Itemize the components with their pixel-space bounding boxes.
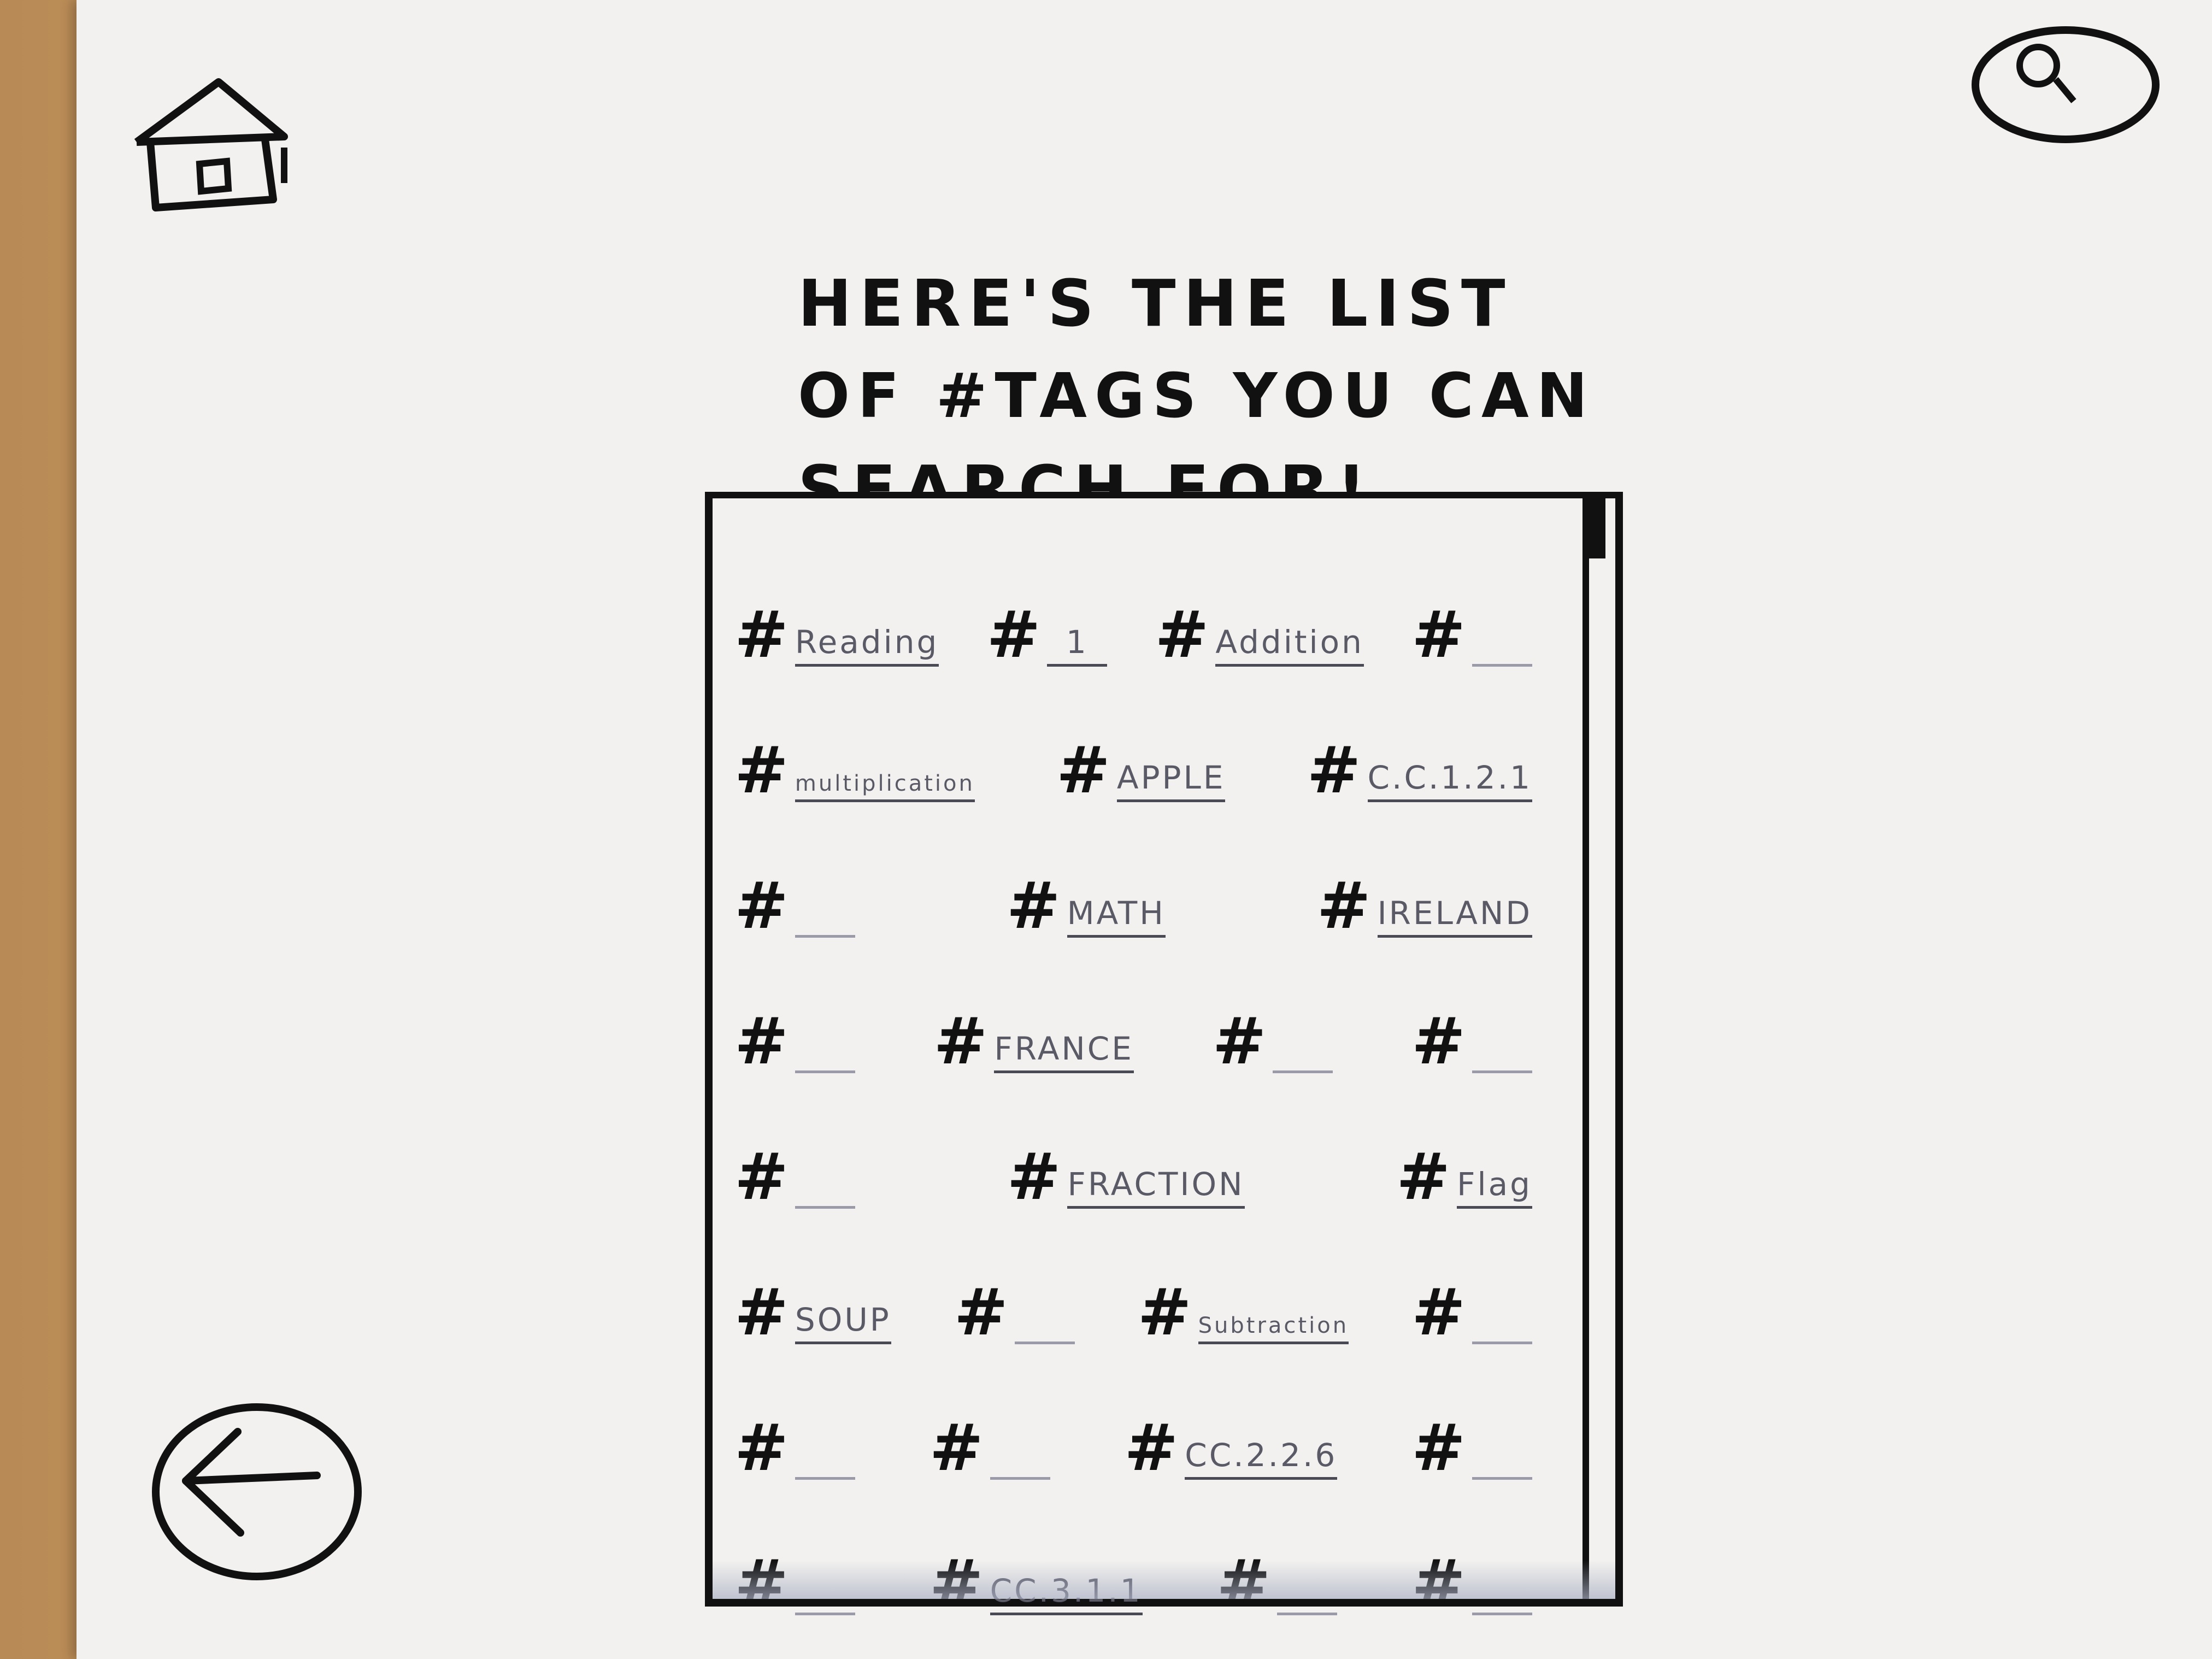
tag-label: APPLE bbox=[1116, 759, 1226, 802]
tag-item[interactable]: # C.C.1.2.1 bbox=[1307, 738, 1532, 802]
tag-label: Flag bbox=[1457, 1166, 1532, 1209]
tag-row: # # MATH # IRELAND bbox=[734, 802, 1598, 938]
hash-symbol: # bbox=[1007, 1139, 1061, 1214]
tag-item[interactable]: # bbox=[1411, 602, 1532, 667]
tag-label: Subtraction bbox=[1198, 1313, 1349, 1344]
tag-item[interactable]: # Flag bbox=[1396, 1144, 1532, 1209]
hash-symbol: # bbox=[734, 1139, 789, 1214]
tag-label bbox=[1472, 1572, 1532, 1615]
tag-item[interactable]: # bbox=[954, 1280, 1075, 1344]
hash-symbol: # bbox=[734, 732, 789, 808]
search-icon[interactable] bbox=[1962, 22, 2169, 153]
hash-symbol: # bbox=[933, 1003, 988, 1079]
hash-symbol: # bbox=[734, 597, 789, 672]
hash-symbol: # bbox=[1307, 732, 1361, 808]
heading-line-2: Of #Tags You Can bbox=[798, 361, 1596, 432]
tag-list[interactable]: # Reading #1 # Addition # # multiplication # APP… bbox=[705, 492, 1623, 1615]
tag-label bbox=[1472, 1301, 1532, 1344]
tag-item[interactable]: # FRANCE bbox=[934, 1009, 1134, 1073]
hash-symbol: # bbox=[1411, 597, 1466, 672]
tag-item[interactable]: # Reading bbox=[734, 602, 939, 667]
tag-label: CC.2.2.6 bbox=[1185, 1437, 1338, 1480]
tag-label bbox=[1472, 1030, 1532, 1073]
tag-item[interactable]: # FRACTION bbox=[1007, 1144, 1245, 1209]
tag-label bbox=[990, 1437, 1050, 1480]
tag-label bbox=[795, 1030, 855, 1073]
hash-symbol: # bbox=[1124, 1410, 1179, 1485]
hash-symbol: # bbox=[1316, 868, 1371, 943]
hash-symbol: # bbox=[1411, 1003, 1466, 1079]
tag-label: multiplication bbox=[795, 771, 975, 802]
tag-row: # multiplication # APPLE # C.C.1.2.1 bbox=[734, 667, 1598, 802]
tag-item[interactable]: # SOUP bbox=[734, 1280, 891, 1344]
hash-symbol: # bbox=[734, 868, 789, 943]
hash-symbol: # bbox=[1056, 732, 1110, 808]
tag-item[interactable]: # bbox=[1411, 1009, 1532, 1073]
tag-item[interactable]: # bbox=[734, 1415, 855, 1480]
tag-label bbox=[1014, 1301, 1075, 1344]
tag-label bbox=[1277, 1572, 1338, 1615]
tag-item[interactable]: # Addition bbox=[1155, 602, 1364, 667]
tag-row: # # FRANCE # # bbox=[734, 938, 1598, 1073]
tag-item[interactable]: #1 bbox=[986, 597, 1108, 672]
hash-symbol: # bbox=[734, 1003, 789, 1079]
hash-symbol: # bbox=[734, 1410, 789, 1485]
tag-label bbox=[1273, 1030, 1333, 1073]
tag-item[interactable]: # Subtraction bbox=[1138, 1280, 1349, 1344]
back-arrow-icon[interactable] bbox=[148, 1399, 366, 1585]
hash-symbol: # bbox=[734, 1274, 789, 1350]
hash-symbol: # bbox=[1396, 1139, 1451, 1214]
scrollbar-thumb[interactable] bbox=[1582, 498, 1605, 558]
scrollbar-track[interactable] bbox=[1582, 498, 1604, 1599]
tag-label: SOUP bbox=[795, 1301, 891, 1344]
hash-symbol: # bbox=[1212, 1003, 1267, 1079]
tag-row: # SOUP # # Subtraction # bbox=[734, 1209, 1598, 1344]
tag-label bbox=[795, 1166, 855, 1209]
tag-label: Addition bbox=[1215, 623, 1364, 667]
tag-label bbox=[1472, 1437, 1532, 1480]
home-icon[interactable] bbox=[131, 71, 377, 224]
tag-item[interactable]: # bbox=[734, 1144, 855, 1209]
hash-symbol: # bbox=[1006, 868, 1061, 943]
hash-symbol: # bbox=[929, 1410, 984, 1485]
tag-label bbox=[795, 895, 855, 938]
tag-item[interactable]: # IRELAND bbox=[1317, 873, 1532, 938]
tag-label: FRACTION bbox=[1067, 1166, 1245, 1209]
heading-line-1: Here's The List bbox=[798, 266, 1513, 341]
tag-item[interactable]: # APPLE bbox=[1056, 732, 1226, 808]
hash-symbol: # bbox=[1411, 1274, 1466, 1350]
tag-label: Reading bbox=[795, 623, 939, 667]
tag-label: 1 bbox=[1047, 623, 1108, 667]
tag-row: # # # CC.2.2.6 # bbox=[734, 1344, 1598, 1480]
hash-symbol: # bbox=[1155, 597, 1209, 672]
tag-label bbox=[795, 1572, 855, 1615]
tag-item[interactable]: # bbox=[1213, 1009, 1333, 1073]
paper-canvas: Here's The List Of #Tags You Can Search … bbox=[77, 0, 2212, 1659]
tag-item[interactable]: # MATH bbox=[1007, 873, 1166, 938]
tag-item[interactable]: # bbox=[1411, 1415, 1532, 1480]
list-bottom-shade bbox=[713, 1561, 1615, 1599]
tag-row: # # FRACTION # Flag bbox=[734, 1073, 1598, 1209]
tag-label: FRANCE bbox=[994, 1030, 1134, 1073]
hash-symbol: # bbox=[1137, 1274, 1192, 1350]
tag-item[interactable]: # CC.2.2.6 bbox=[1124, 1410, 1338, 1485]
tag-label: IRELAND bbox=[1377, 895, 1532, 938]
tag-item[interactable]: # bbox=[734, 873, 855, 938]
hash-symbol: # bbox=[1411, 1410, 1466, 1485]
tag-item[interactable]: # bbox=[1411, 1280, 1532, 1344]
tag-label: C.C.1.2.1 bbox=[1367, 759, 1532, 802]
tag-label bbox=[1472, 623, 1532, 667]
hash-symbol: # bbox=[986, 597, 1041, 672]
tag-label: MATH bbox=[1067, 895, 1166, 938]
tag-row: # Reading #1 # Addition # bbox=[734, 531, 1598, 667]
tag-item[interactable]: # bbox=[929, 1415, 1050, 1480]
tag-label bbox=[795, 1437, 855, 1480]
tag-item[interactable]: # multiplication bbox=[734, 738, 975, 802]
hash-symbol: # bbox=[954, 1274, 1008, 1350]
tag-item[interactable]: # bbox=[734, 1009, 855, 1073]
tag-grid: # Reading #1 # Addition # # multiplication # APP… bbox=[734, 531, 1598, 1615]
